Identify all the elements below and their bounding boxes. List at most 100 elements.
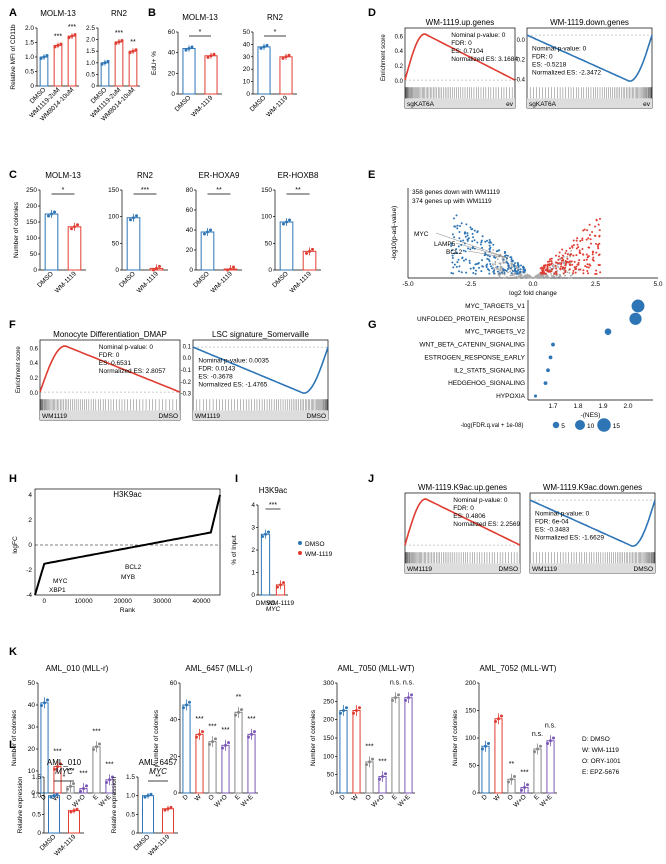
bar	[391, 697, 400, 794]
panel-label-c: C	[9, 169, 17, 181]
data-point	[371, 757, 374, 761]
point-ns	[550, 272, 552, 275]
point-ns	[511, 266, 514, 269]
data-point	[497, 717, 500, 721]
data-point	[132, 216, 135, 220]
x-tick-label: 2.0	[623, 403, 632, 410]
point-down	[460, 271, 463, 274]
point-down	[484, 252, 487, 255]
x-tick-label: WM-1119	[265, 94, 289, 118]
point-up	[560, 263, 563, 266]
pathway-label: MYC_TARGETS_V1	[465, 303, 525, 310]
point-down	[481, 259, 484, 262]
data-point	[75, 807, 79, 811]
data-point	[546, 742, 549, 745]
y-tick-label: -2	[26, 567, 32, 574]
chart-title: AML_6457 (MLL-r)	[185, 664, 252, 673]
point-ns	[503, 273, 506, 276]
gsea-d2: WM-1119.down.genes Nominal p-value: 0FDR:…	[515, 18, 653, 109]
point-up	[594, 225, 597, 228]
y-tick-label: 0	[91, 83, 95, 90]
data-point	[536, 747, 539, 751]
data-point	[59, 42, 63, 46]
point-down	[504, 268, 507, 271]
stat-line: FDR: 0.0143	[198, 365, 235, 372]
legend-dot	[597, 418, 611, 432]
point-up	[569, 254, 572, 257]
point-up	[596, 245, 599, 248]
point-ns	[494, 263, 497, 266]
y-tick-label: 0	[33, 267, 37, 274]
y-axis-label: Number of colonies	[11, 709, 18, 766]
y-tick-label: 40	[186, 227, 194, 234]
point-ns	[559, 258, 562, 261]
point-down	[457, 245, 460, 248]
point-up	[579, 240, 582, 243]
y-tick-label: 40	[170, 717, 178, 724]
point-down	[496, 265, 499, 268]
point-down	[489, 263, 492, 266]
point-down	[471, 240, 474, 243]
point-ns	[535, 276, 538, 279]
point-up	[568, 263, 571, 266]
point-ns	[511, 274, 514, 277]
point-down	[523, 266, 526, 269]
point-down	[472, 236, 475, 239]
point-up	[599, 217, 602, 220]
data-point	[240, 708, 243, 712]
y-axis-label: -log10(p-adj-value)	[391, 206, 398, 261]
point-up	[573, 260, 576, 263]
data-point	[128, 51, 132, 55]
point-ns	[493, 276, 496, 279]
data-point	[526, 783, 529, 787]
data-point	[276, 585, 279, 589]
point-up	[561, 254, 564, 257]
y-tick-label: 150	[261, 187, 272, 194]
point-up	[550, 263, 553, 266]
y-tick-label: 50	[327, 772, 335, 779]
y-tick-label: 100	[108, 214, 119, 221]
point-down	[469, 248, 472, 251]
point-up	[558, 262, 561, 265]
y-tick-label: 150	[26, 219, 37, 226]
point-up	[542, 270, 545, 273]
pathway-label: IL2_STAT5_SIGNALING	[454, 367, 525, 374]
point-ns	[497, 273, 500, 276]
point-ns	[513, 276, 516, 279]
y-tick-label: -0.3	[181, 392, 192, 398]
point-down	[488, 269, 491, 272]
y-tick-label: 20	[243, 66, 251, 73]
point-down	[458, 270, 461, 273]
y-tick-label: 0	[31, 790, 35, 797]
data-point	[533, 750, 536, 754]
data-point	[111, 775, 114, 779]
y-tick-label: 0	[330, 790, 334, 797]
x-tick-label: DMSO	[192, 270, 211, 289]
data-point	[214, 737, 217, 741]
enrichment-curve	[404, 33, 516, 81]
y-tick-label: 1	[251, 570, 255, 577]
bar	[494, 718, 503, 794]
point-up	[588, 234, 591, 237]
significance-label: **	[295, 187, 301, 194]
data-point	[381, 775, 384, 778]
data-point	[261, 535, 264, 538]
point-down	[481, 235, 484, 238]
point-up	[575, 254, 578, 257]
y-tick-label: 50	[469, 763, 477, 770]
data-point	[43, 701, 46, 705]
bar	[114, 41, 124, 87]
point-ns	[523, 275, 526, 278]
data-point	[76, 223, 79, 227]
chart-title: LSC signature_Somervaille	[212, 330, 309, 339]
significance-label: n.s.	[403, 679, 414, 686]
legend-size-label: 15	[613, 423, 621, 430]
data-point	[79, 789, 82, 793]
point-up	[555, 267, 558, 270]
point-up	[597, 253, 600, 256]
y-axis-label: Number of colonies	[310, 709, 317, 766]
point-up	[598, 235, 601, 238]
significance-label: ***	[221, 727, 229, 734]
y-tick-label: 200	[465, 680, 476, 687]
bar	[67, 226, 82, 271]
